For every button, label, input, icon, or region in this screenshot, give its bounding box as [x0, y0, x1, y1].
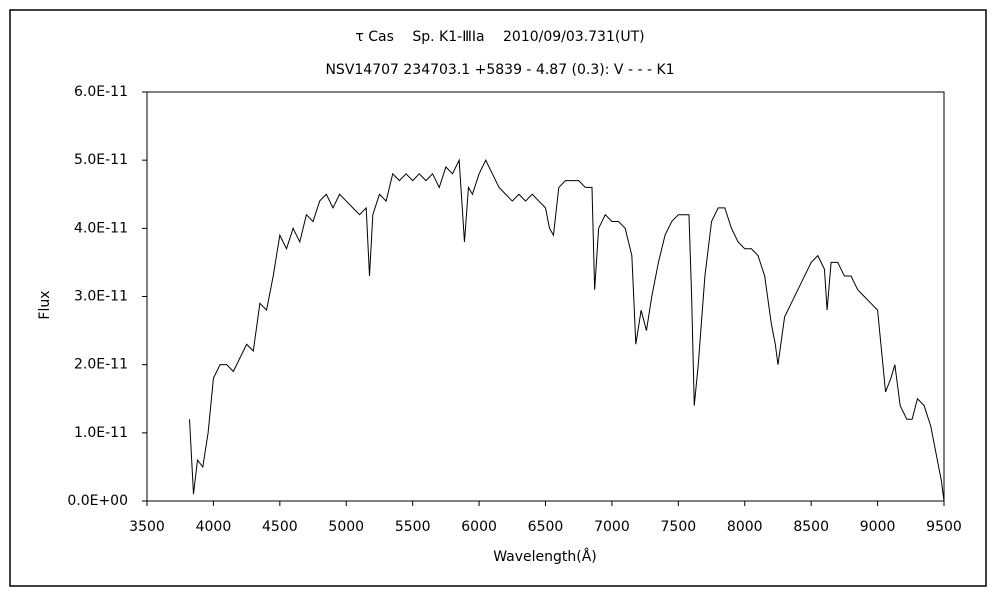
- x-tick-label: 4500: [262, 519, 298, 535]
- x-tick-label: 5500: [395, 519, 431, 535]
- y-tick-label: 5.0E-11: [74, 152, 128, 168]
- y-tick-label: 2.0E-11: [74, 357, 128, 373]
- x-tick-label: 7000: [594, 519, 630, 535]
- chart-frame: [9, 9, 987, 587]
- y-tick-label: 4.0E-11: [74, 220, 128, 236]
- x-tick-label: 8000: [727, 519, 763, 535]
- y-tick-label: 1.0E-11: [74, 425, 128, 441]
- y-tick-label: 0.0E+00: [67, 493, 128, 509]
- x-tick-label: 4000: [196, 519, 232, 535]
- x-axis-label: Wavelength(Å): [493, 548, 597, 565]
- y-tick-label: 3.0E-11: [74, 289, 128, 305]
- y-tick-label: 6.0E-11: [74, 84, 128, 100]
- spectrum-line: [189, 158, 945, 502]
- chart-subtitle: NSV14707 234703.1 +5839 - 4.87 (0.3): V …: [325, 62, 674, 78]
- x-tick-label: 6500: [528, 519, 564, 535]
- y-axis-label: Flux: [37, 290, 53, 319]
- x-tick-label: 8500: [793, 519, 829, 535]
- chart-title: τ Cas Sp. K1-ⅢIa 2010/09/03.731(UT): [355, 29, 644, 45]
- x-tick-label: 6000: [461, 519, 497, 535]
- x-tick-label: 5000: [328, 519, 364, 535]
- x-tick-label: 9500: [926, 519, 962, 535]
- x-tick-label: 7500: [661, 519, 697, 535]
- x-tick-label: 9000: [860, 519, 896, 535]
- x-tick-label: 3500: [129, 519, 165, 535]
